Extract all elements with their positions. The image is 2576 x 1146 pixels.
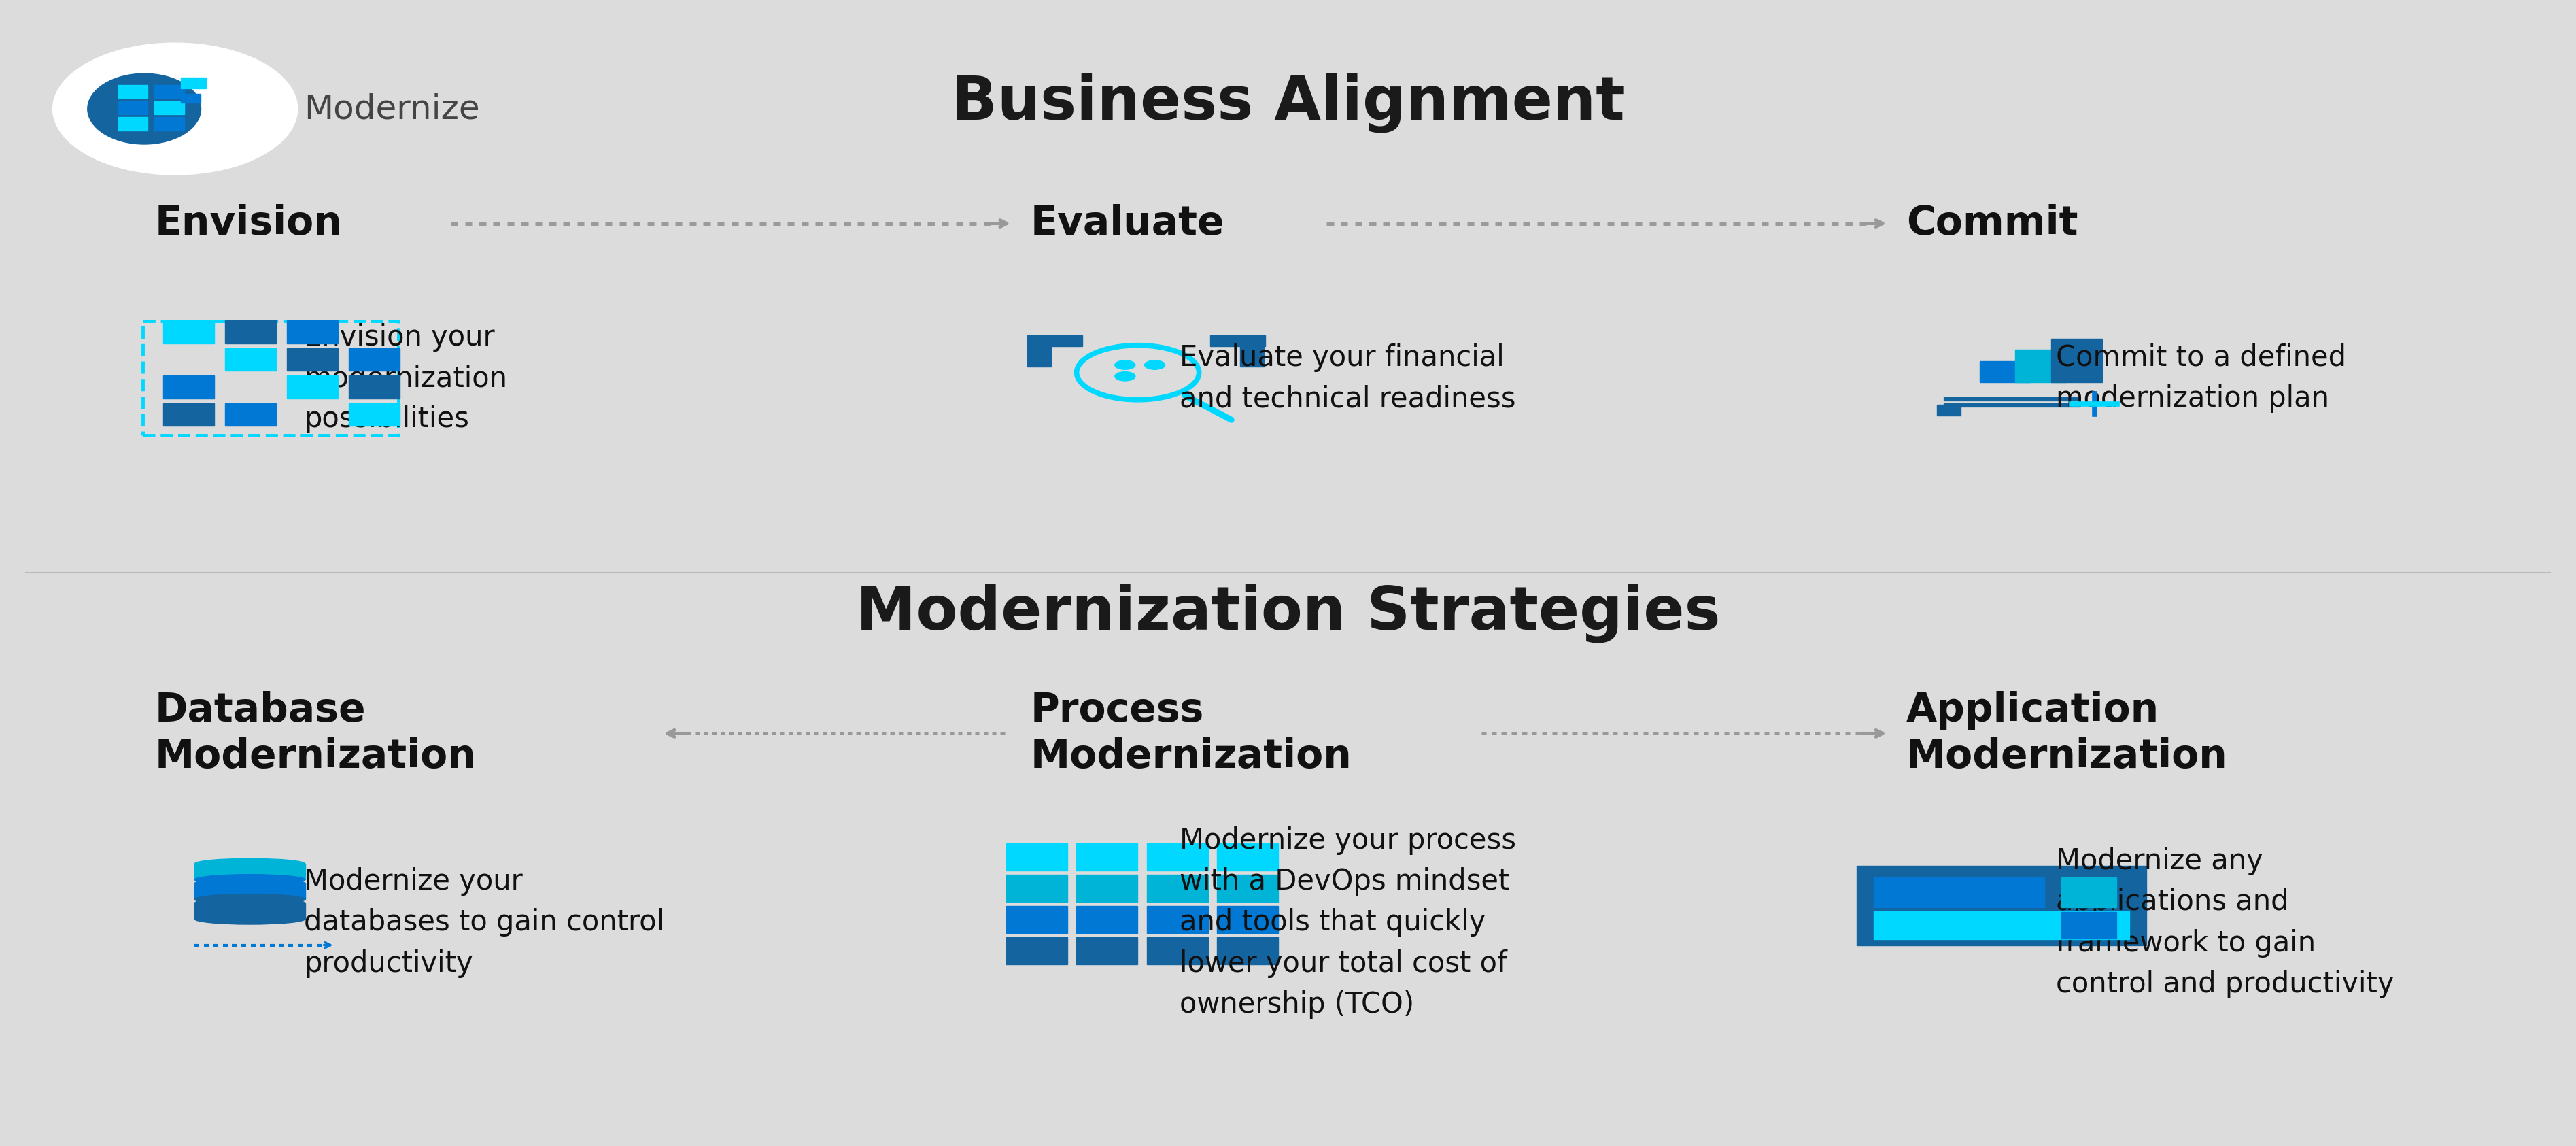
- Circle shape: [1144, 360, 1164, 369]
- Bar: [1211, 336, 1265, 346]
- Bar: [162, 321, 214, 344]
- Ellipse shape: [196, 874, 304, 885]
- Text: Database
Modernization: Database Modernization: [155, 691, 477, 776]
- Bar: [1007, 905, 1066, 933]
- Bar: [118, 101, 147, 115]
- Text: Modernize your process
with a DevOps mindset
and tools that quickly
lower your t: Modernize your process with a DevOps min…: [1180, 826, 1517, 1019]
- Text: Envision: Envision: [155, 204, 343, 243]
- Bar: [1857, 865, 2146, 945]
- Bar: [1028, 336, 1082, 346]
- Bar: [2061, 877, 2117, 908]
- Text: Commit to a defined
modernization plan: Commit to a defined modernization plan: [2056, 344, 2347, 413]
- Ellipse shape: [196, 858, 304, 869]
- Text: Evaluate your financial
and technical readiness: Evaluate your financial and technical re…: [1180, 344, 1517, 413]
- Bar: [180, 78, 206, 88]
- Bar: [1007, 843, 1066, 871]
- Bar: [348, 376, 399, 399]
- Bar: [1077, 937, 1139, 964]
- Bar: [1239, 344, 1265, 367]
- Ellipse shape: [196, 913, 304, 925]
- Bar: [2014, 350, 2066, 382]
- Bar: [348, 348, 399, 371]
- Bar: [155, 117, 183, 131]
- Bar: [1216, 905, 1278, 933]
- Bar: [224, 321, 276, 344]
- Bar: [155, 101, 183, 115]
- Ellipse shape: [88, 73, 201, 144]
- Text: Application
Modernization: Application Modernization: [1906, 691, 2228, 776]
- Text: Process
Modernization: Process Modernization: [1030, 691, 1352, 776]
- Bar: [1077, 874, 1139, 902]
- Bar: [1875, 911, 2128, 940]
- Bar: [196, 864, 304, 880]
- Bar: [1077, 843, 1139, 871]
- Ellipse shape: [54, 44, 299, 175]
- Bar: [196, 884, 304, 900]
- Bar: [196, 903, 304, 919]
- Ellipse shape: [196, 894, 304, 904]
- Bar: [224, 348, 276, 371]
- Text: Commit: Commit: [1906, 204, 2079, 243]
- Bar: [1981, 361, 2030, 382]
- Ellipse shape: [196, 897, 304, 909]
- Bar: [1146, 874, 1208, 902]
- Bar: [1146, 937, 1208, 964]
- Bar: [1216, 874, 1278, 902]
- Bar: [286, 321, 337, 344]
- Bar: [155, 85, 183, 99]
- Bar: [2061, 912, 2117, 939]
- Bar: [118, 117, 147, 131]
- Bar: [1216, 843, 1278, 871]
- Bar: [348, 403, 399, 426]
- Bar: [286, 348, 337, 371]
- Ellipse shape: [196, 878, 304, 889]
- Bar: [1007, 937, 1066, 964]
- Bar: [224, 403, 276, 426]
- Bar: [118, 85, 147, 99]
- Bar: [1875, 877, 2045, 908]
- Circle shape: [1115, 360, 1136, 369]
- Text: Modernization Strategies: Modernization Strategies: [855, 583, 1721, 643]
- Bar: [162, 403, 214, 426]
- Bar: [1216, 937, 1278, 964]
- Bar: [1077, 905, 1139, 933]
- Bar: [180, 94, 201, 103]
- Bar: [1937, 405, 1960, 415]
- Bar: [1007, 874, 1066, 902]
- Bar: [1146, 905, 1208, 933]
- Text: Business Alignment: Business Alignment: [951, 73, 1625, 133]
- Text: Modernize: Modernize: [304, 93, 479, 125]
- Text: Envision your
modernization
possibilities: Envision your modernization possibilitie…: [304, 323, 507, 433]
- Circle shape: [1115, 371, 1136, 380]
- Text: Modernize your
databases to gain control
productivity: Modernize your databases to gain control…: [304, 868, 665, 978]
- Text: Modernize any
applications and
framework to gain
control and productivity: Modernize any applications and framework…: [2056, 847, 2393, 998]
- Bar: [162, 376, 214, 399]
- Bar: [1146, 843, 1208, 871]
- Bar: [1028, 344, 1051, 367]
- Bar: [2050, 338, 2102, 382]
- Bar: [286, 376, 337, 399]
- Text: Evaluate: Evaluate: [1030, 204, 1224, 243]
